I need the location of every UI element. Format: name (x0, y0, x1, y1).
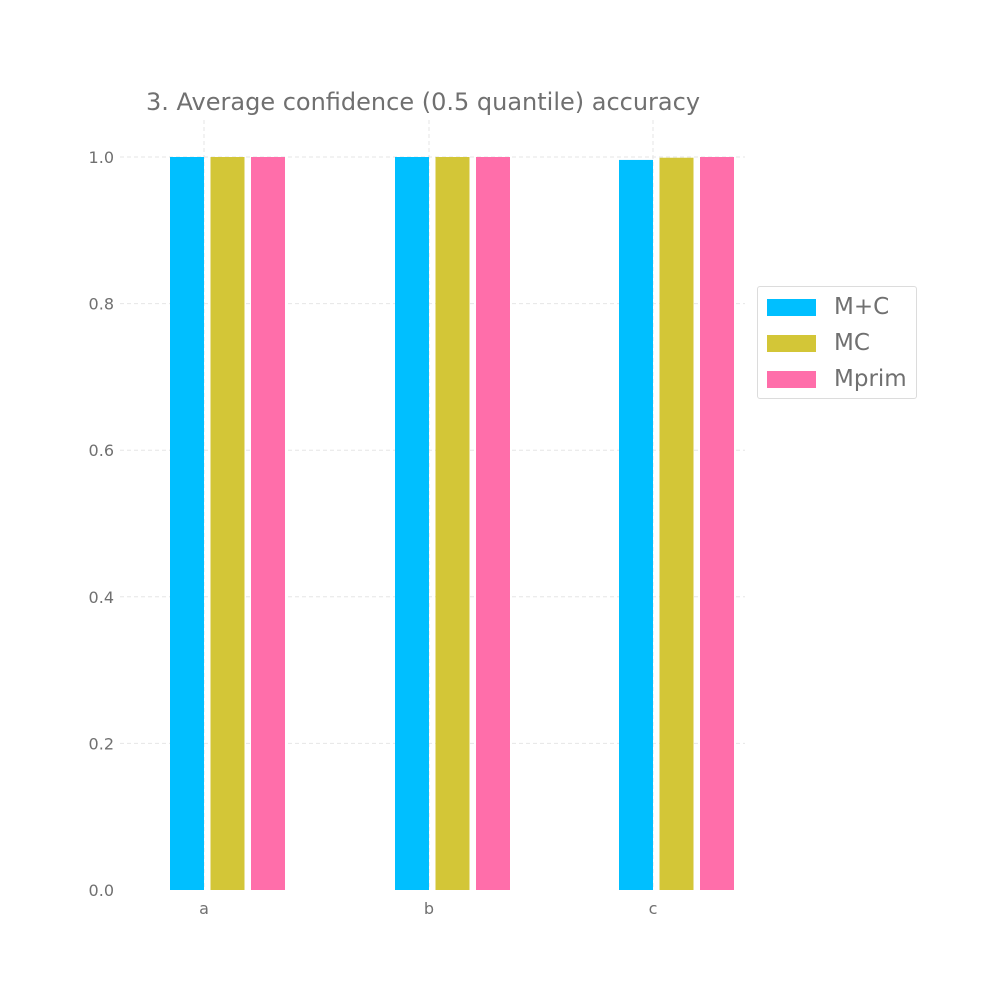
bar-b-2 (476, 157, 510, 890)
chart-title: 3. Average confidence (0.5 quantile) acc… (146, 88, 701, 116)
legend-swatch (767, 371, 816, 388)
x-tick-label: c (649, 899, 658, 918)
bar-c-1 (659, 157, 694, 890)
bar-a-2 (251, 157, 285, 890)
y-tick-label: 0.2 (89, 734, 114, 753)
x-tick-label: b (424, 899, 434, 918)
bar-b-1 (435, 157, 470, 890)
bar-c-2 (700, 157, 734, 890)
legend-swatch (767, 299, 816, 316)
y-tick-label: 0.8 (89, 295, 114, 314)
bar-a-1 (210, 157, 245, 890)
x-tick-label: a (199, 899, 209, 918)
legend-item-mprim: Mprim (766, 364, 916, 394)
legend-label: Mprim (834, 366, 907, 392)
legend-label: M+C (834, 294, 890, 320)
legend: M+C MC Mprim (757, 286, 917, 399)
y-tick-label: 0.0 (89, 881, 114, 900)
legend-item-mc: MC (766, 328, 916, 358)
y-tick-label: 0.6 (89, 441, 114, 460)
y-tick-label: 0.4 (89, 588, 114, 607)
bar-b-0 (395, 157, 429, 890)
bar-layer (170, 157, 734, 890)
bar-a-0 (170, 157, 204, 890)
legend-swatch (767, 335, 816, 352)
tick-layer: 0.0 0.2 0.4 0.6 0.8 1.0 a b c (89, 148, 658, 918)
legend-item-mc-plus: M+C (766, 292, 916, 322)
bar-c-0 (619, 159, 653, 890)
legend-label: MC (834, 330, 870, 356)
y-tick-label: 1.0 (89, 148, 114, 167)
